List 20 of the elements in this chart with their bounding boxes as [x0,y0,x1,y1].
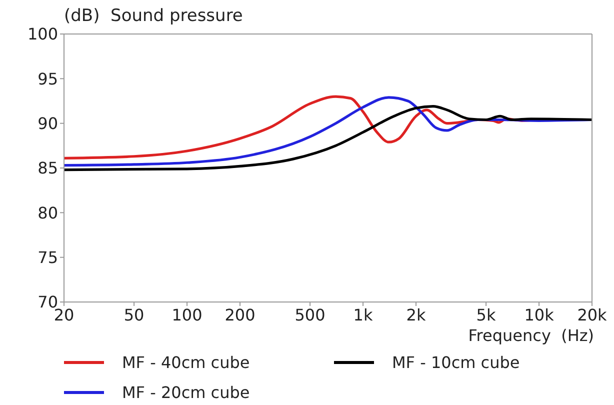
y-tick-label: 95 [38,69,58,88]
y-tick-label: 90 [38,114,58,134]
x-tick-label: 50 [124,305,144,324]
x-tick-label: 10k [524,305,555,324]
y-tick-label: 80 [38,203,58,222]
y-axis-title: (dB) Sound pressure [64,6,243,26]
x-tick-label: 20k [577,305,608,324]
y-tick-label: 100 [27,24,58,44]
x-tick-label: 5k [476,305,496,324]
x-tick-label: 100 [172,305,202,324]
x-tick-label: 500 [294,305,326,324]
legend-label: MF - 10cm cube [392,352,520,372]
legend-label: MF - 20cm cube [122,382,250,402]
x-tick-label: 1k [353,305,374,324]
y-tick-label: 85 [38,158,58,178]
y-tick-label: 75 [38,248,58,268]
x-tick-label: 200 [224,305,256,324]
x-tick-label: 2k [406,305,426,324]
x-axis-title: Frequency (Hz) [468,326,594,345]
legend-label: MF - 40cm cube [122,352,250,372]
